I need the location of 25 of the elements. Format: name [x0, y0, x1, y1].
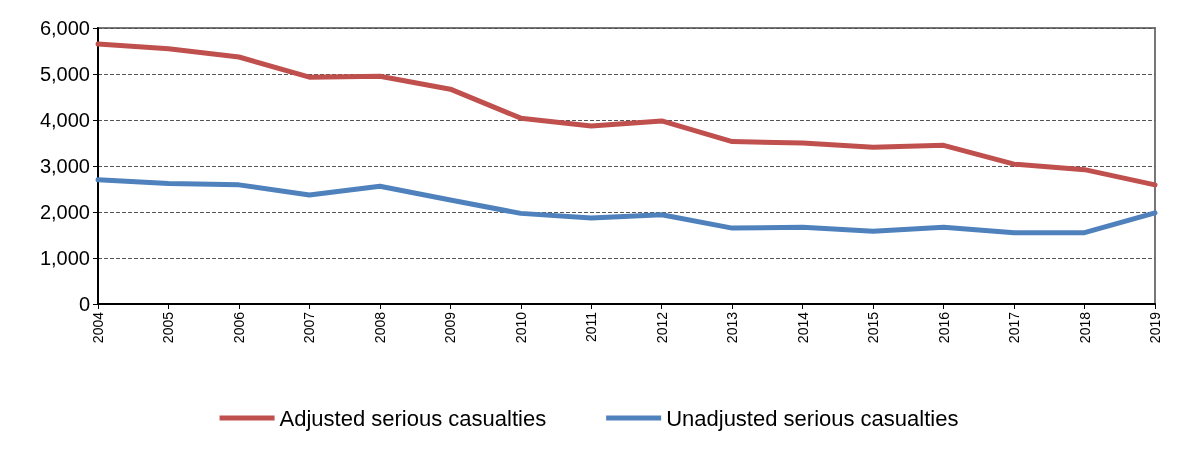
y-tick-label: 0: [78, 293, 90, 315]
x-tick-label: 2016: [935, 311, 952, 344]
x-tick-label: 2015: [865, 311, 882, 344]
legend-label: Adjusted serious casualties: [279, 405, 547, 431]
x-tick-label: 2006: [230, 311, 247, 344]
x-tick-label: 2017: [1006, 311, 1023, 344]
x-tick-label: 2009: [442, 311, 459, 344]
y-tick-label: 5,000: [39, 63, 90, 85]
y-tick-label: 1,000: [39, 247, 90, 269]
x-tick-label: 2012: [653, 311, 670, 344]
y-tick-label: 2,000: [39, 201, 90, 223]
x-tick-label: 2019: [1147, 311, 1163, 344]
x-tick-label: 2008: [371, 311, 388, 344]
x-tick-label: 2004: [90, 311, 106, 344]
y-tick-label: 3,000: [39, 155, 90, 177]
x-tick-label: 2010: [512, 311, 529, 344]
y-tick-label: 6,000: [39, 17, 90, 39]
x-tick-label: 2014: [794, 311, 811, 344]
x-tick-label: 2005: [160, 311, 177, 344]
x-tick-label: 2007: [301, 311, 318, 344]
x-tick-label: 2013: [724, 311, 741, 344]
x-tick-label: 2011: [583, 311, 600, 343]
y-tick-label: 4,000: [39, 109, 90, 131]
legend-label: Unadjusted serious casualties: [666, 405, 959, 431]
x-tick-label: 2018: [1076, 311, 1093, 344]
